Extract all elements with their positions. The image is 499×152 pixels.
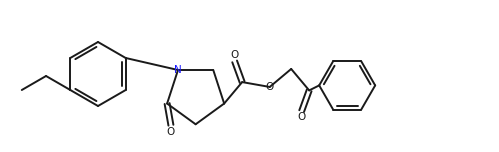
Text: O: O <box>265 82 274 92</box>
Text: O: O <box>297 112 306 122</box>
Text: O: O <box>167 127 175 137</box>
Text: N: N <box>174 65 182 75</box>
Text: O: O <box>231 50 239 60</box>
